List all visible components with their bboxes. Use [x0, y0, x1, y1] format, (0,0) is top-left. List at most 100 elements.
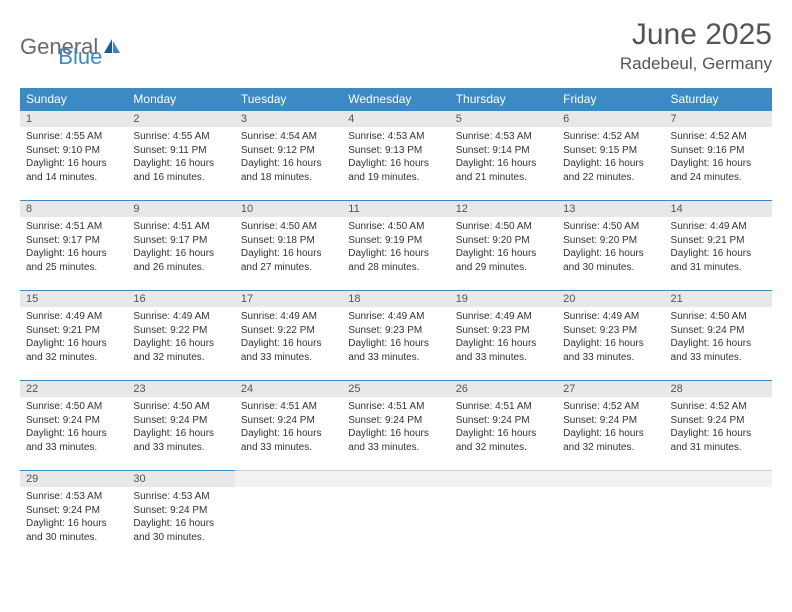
daylight1-line: Daylight: 16 hours	[348, 337, 443, 351]
day-content	[342, 487, 449, 547]
day-number	[342, 470, 449, 487]
daylight1-line: Daylight: 16 hours	[26, 427, 121, 441]
day-content: Sunrise: 4:50 AMSunset: 9:24 PMDaylight:…	[20, 397, 127, 460]
day-number: 27	[557, 380, 664, 397]
sunset-line: Sunset: 9:14 PM	[456, 144, 551, 158]
day-content: Sunrise: 4:50 AMSunset: 9:20 PMDaylight:…	[557, 217, 664, 280]
daylight2-line: and 26 minutes.	[133, 261, 228, 275]
sunset-line: Sunset: 9:10 PM	[26, 144, 121, 158]
sunset-line: Sunset: 9:22 PM	[241, 324, 336, 338]
daylight2-line: and 33 minutes.	[26, 441, 121, 455]
daylight1-line: Daylight: 16 hours	[133, 427, 228, 441]
sunset-line: Sunset: 9:24 PM	[671, 414, 766, 428]
daylight2-line: and 16 minutes.	[133, 171, 228, 185]
day-content	[557, 487, 664, 547]
calendar-empty-cell	[235, 470, 342, 560]
location-label: Radebeul, Germany	[620, 54, 772, 74]
day-number: 13	[557, 200, 664, 217]
day-content: Sunrise: 4:53 AMSunset: 9:13 PMDaylight:…	[342, 127, 449, 190]
day-content: Sunrise: 4:49 AMSunset: 9:21 PMDaylight:…	[665, 217, 772, 280]
sunset-line: Sunset: 9:24 PM	[456, 414, 551, 428]
day-content: Sunrise: 4:52 AMSunset: 9:24 PMDaylight:…	[665, 397, 772, 460]
calendar-week-row: 22Sunrise: 4:50 AMSunset: 9:24 PMDayligh…	[20, 380, 772, 470]
sunrise-line: Sunrise: 4:52 AM	[671, 400, 766, 414]
calendar-week-row: 8 Sunrise: 4:51 AMSunset: 9:17 PM Daylight…	[20, 200, 772, 290]
daylight1-line: Daylight: 16 hours	[26, 517, 121, 531]
daylight2-line: and 32 minutes.	[456, 441, 551, 455]
dow-header: Thursday	[450, 88, 557, 110]
calendar-week-row: 15Sunrise: 4:49 AMSunset: 9:21 PMDayligh…	[20, 290, 772, 380]
title-block: June 2025 Radebeul, Germany	[620, 18, 772, 74]
sunrise-line: Sunrise: 4:49 AM	[241, 310, 336, 324]
day-number: 28	[665, 380, 772, 397]
calendar-day-cell: 12Sunrise: 4:50 AMSunset: 9:20 PMDayligh…	[450, 200, 557, 290]
dow-header: Sunday	[20, 88, 127, 110]
sunrise-line: Sunrise: 4:50 AM	[26, 400, 121, 414]
day-number: 14	[665, 200, 772, 217]
day-content: Sunrise: 4:49 AMSunset: 9:21 PMDaylight:…	[20, 307, 127, 370]
day-number	[665, 470, 772, 487]
day-content: Sunrise: 4:52 AMSunset: 9:24 PMDaylight:…	[557, 397, 664, 460]
daylight2-line: and 30 minutes.	[563, 261, 658, 275]
daylight1-line: Daylight: 16 hours	[456, 247, 551, 261]
sunset-line: Sunset: 9:24 PM	[133, 504, 228, 518]
day-content: Sunrise: 4:55 AMSunset: 9:10 PMDaylight:…	[20, 127, 127, 190]
sunset-line: Sunset: 9:17 PM	[26, 234, 121, 248]
day-content: Sunrise: 4:53 AMSunset: 9:24 PMDaylight:…	[127, 487, 234, 550]
daylight1-line: Daylight: 16 hours	[133, 157, 228, 171]
daylight2-line: and 33 minutes.	[241, 351, 336, 365]
day-number: 7	[665, 110, 772, 127]
day-content: Sunrise: 4:53 AMSunset: 9:14 PMDaylight:…	[450, 127, 557, 190]
day-number	[450, 470, 557, 487]
calendar-day-cell: 25Sunrise: 4:51 AMSunset: 9:24 PMDayligh…	[342, 380, 449, 470]
daylight1-line: Daylight: 16 hours	[671, 157, 766, 171]
daylight1-line: Daylight: 16 hours	[671, 427, 766, 441]
daylight1-line: Daylight: 16 hours	[348, 157, 443, 171]
day-number	[235, 470, 342, 487]
calendar-day-cell: 2Sunrise: 4:55 AMSunset: 9:11 PMDaylight…	[127, 110, 234, 200]
daylight2-line: and 32 minutes.	[563, 441, 658, 455]
daylight1-line: Daylight: 16 hours	[563, 247, 658, 261]
calendar-day-cell: 13Sunrise: 4:50 AMSunset: 9:20 PMDayligh…	[557, 200, 664, 290]
day-number: 15	[20, 290, 127, 307]
day-content	[235, 487, 342, 547]
calendar-day-cell: 23Sunrise: 4:50 AMSunset: 9:24 PMDayligh…	[127, 380, 234, 470]
sunset-line: Sunset: 9:13 PM	[348, 144, 443, 158]
sunset-line: Sunset: 9:22 PM	[133, 324, 228, 338]
day-content: Sunrise: 4:52 AMSunset: 9:16 PMDaylight:…	[665, 127, 772, 190]
dow-header: Tuesday	[235, 88, 342, 110]
day-content	[450, 487, 557, 547]
sunset-line: Sunset: 9:15 PM	[563, 144, 658, 158]
day-content: Sunrise: 4:50 AMSunset: 9:24 PMDaylight:…	[665, 307, 772, 370]
day-number: 17	[235, 290, 342, 307]
sunrise-line: Sunrise: 4:50 AM	[671, 310, 766, 324]
day-number: 9	[127, 200, 234, 217]
day-content: Sunrise: 4:49 AMSunset: 9:22 PMDaylight:…	[127, 307, 234, 370]
calendar-day-cell: 28Sunrise: 4:52 AMSunset: 9:24 PMDayligh…	[665, 380, 772, 470]
calendar-empty-cell	[557, 470, 664, 560]
day-number: 2	[127, 110, 234, 127]
logo-text-blue: Blue	[58, 44, 102, 70]
day-number: 8	[20, 200, 127, 217]
calendar-week-row: 1Sunrise: 4:55 AMSunset: 9:10 PMDaylight…	[20, 110, 772, 200]
day-number: 21	[665, 290, 772, 307]
sunset-line: Sunset: 9:18 PM	[241, 234, 336, 248]
calendar-week-row: 29Sunrise: 4:53 AMSunset: 9:24 PMDayligh…	[20, 470, 772, 560]
daylight2-line: and 33 minutes.	[456, 351, 551, 365]
day-number: 3	[235, 110, 342, 127]
calendar-day-cell: 6Sunrise: 4:52 AMSunset: 9:15 PMDaylight…	[557, 110, 664, 200]
daylight1-line: Daylight: 16 hours	[241, 337, 336, 351]
daylight1-line: Daylight: 16 hours	[671, 337, 766, 351]
daylight1-line: Daylight: 16 hours	[241, 247, 336, 261]
sunset-line: Sunset: 9:21 PM	[26, 324, 121, 338]
day-content: Sunrise: 4:50 AMSunset: 9:20 PMDaylight:…	[450, 217, 557, 280]
dow-header: Friday	[557, 88, 664, 110]
sunrise-line: Sunrise: 4:51 AM	[26, 220, 121, 234]
day-number: 6	[557, 110, 664, 127]
day-number: 20	[557, 290, 664, 307]
day-content: Sunrise: 4:51 AMSunset: 9:24 PMDaylight:…	[235, 397, 342, 460]
sunset-line: Sunset: 9:24 PM	[563, 414, 658, 428]
daylight1-line: Daylight: 16 hours	[563, 427, 658, 441]
calendar-day-cell: 26Sunrise: 4:51 AMSunset: 9:24 PMDayligh…	[450, 380, 557, 470]
day-content: Sunrise: 4:50 AMSunset: 9:18 PMDaylight:…	[235, 217, 342, 280]
